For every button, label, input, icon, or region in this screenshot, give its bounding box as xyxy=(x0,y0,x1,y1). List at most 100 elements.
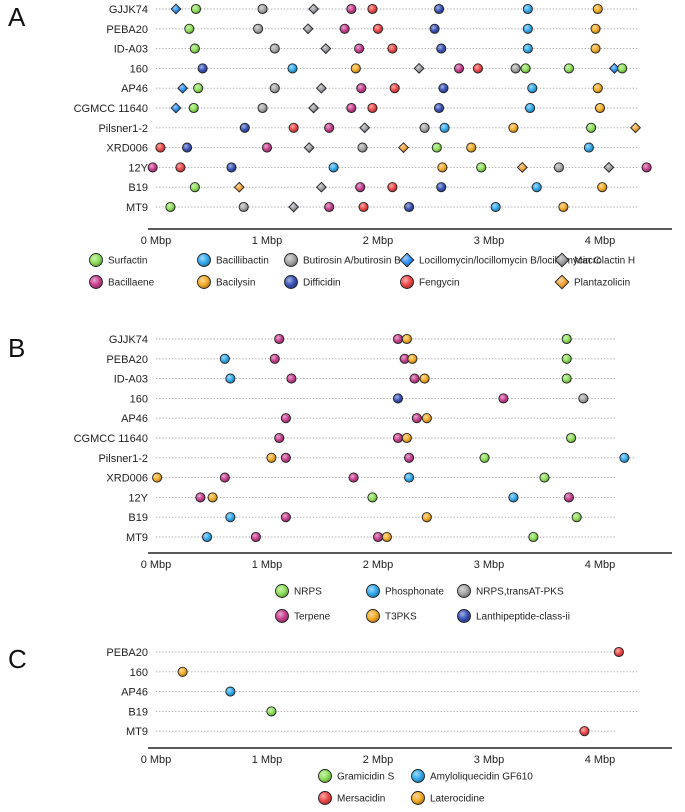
legend-label: Terpene xyxy=(294,612,331,623)
panel-letter-c: C xyxy=(8,644,27,674)
cluster-marker-bacilysin xyxy=(597,182,608,193)
panel-letter-a: A xyxy=(8,2,26,32)
cluster-marker-terpene xyxy=(409,373,420,384)
cluster-marker-surfactin xyxy=(184,23,195,34)
strain-label: 160 xyxy=(130,393,148,405)
cluster-marker-terpene xyxy=(219,472,230,483)
cluster-marker-bacillaene xyxy=(356,83,367,94)
cluster-marker-lanthipeptide-class-ii xyxy=(392,393,404,404)
x-tick-label: 0 Mbp xyxy=(141,754,172,766)
cluster-marker-macrolactin-h xyxy=(303,142,315,154)
legend-marker-fengycin xyxy=(400,275,414,289)
legend-label: Locillomycin/locillomycin B/locillomycin… xyxy=(419,256,601,267)
strain-label: AP46 xyxy=(121,687,148,699)
cluster-marker-t3pks xyxy=(152,472,163,483)
cluster-marker-plantazolicin xyxy=(233,181,245,193)
strain-label: PEBA20 xyxy=(106,24,148,36)
cluster-marker-difficidin xyxy=(436,43,447,54)
cluster-marker-bacilysin xyxy=(594,102,606,114)
cluster-marker-macrolactin-h xyxy=(308,3,320,15)
cluster-marker-difficidin xyxy=(239,122,250,133)
cluster-marker-bacillibactin xyxy=(522,23,533,34)
cluster-marker-bacillibactin xyxy=(439,122,450,133)
legend-label: Bacilysin xyxy=(216,278,255,289)
cluster-marker-butirosin-a-butirosin-b xyxy=(238,201,249,213)
strain-label: B19 xyxy=(128,182,148,194)
legend-marker-bacillaene xyxy=(89,275,103,289)
strain-label: Pilsner1-2 xyxy=(98,123,148,135)
legend-label: Macrolactin H xyxy=(574,256,635,267)
cluster-marker-macrolactin-h xyxy=(603,161,615,173)
legend-label: Phosphonate xyxy=(385,587,444,598)
x-tick-label: 4 Mbp xyxy=(585,559,616,571)
cluster-marker-bacillibactin xyxy=(522,43,533,54)
cluster-marker-butirosin-a-butirosin-b xyxy=(419,122,430,133)
x-tick-label: 1 Mbp xyxy=(252,235,283,247)
cluster-marker-macrolactin-h xyxy=(308,102,320,114)
strain-label: AP46 xyxy=(121,83,148,95)
cluster-marker-nrps xyxy=(571,512,582,523)
cluster-marker-butirosin-a-butirosin-b xyxy=(257,3,268,15)
legend-label: Difficidin xyxy=(303,278,341,289)
panel-c: C PEBA20 160 AP46 B19 MT9 0 Mbp 1 Mbp 2 Mbp 3 Mbp… xyxy=(8,644,672,805)
cluster-marker-bacillaene xyxy=(261,142,273,153)
cluster-marker-t3pks xyxy=(421,512,432,523)
cluster-marker-fengycin xyxy=(472,63,483,74)
cluster-marker-locillomycin-locillomycin-b-locillomycin-c xyxy=(170,3,182,15)
cluster-marker-t3pks xyxy=(419,373,430,384)
cluster-marker-nrps xyxy=(528,531,539,543)
cluster-marker-nrps xyxy=(566,432,577,444)
cluster-marker-difficidin xyxy=(436,182,447,193)
cluster-marker-bacillibactin xyxy=(328,162,339,173)
cluster-marker-macrolactin-h xyxy=(315,82,327,94)
x-tick-label: 3 Mbp xyxy=(474,235,505,247)
legend-marker-nrps-transat-pks xyxy=(457,584,471,598)
cluster-marker-difficidin xyxy=(438,83,449,94)
cluster-marker-t3pks xyxy=(401,333,412,345)
cluster-marker-bacillibactin xyxy=(583,142,594,153)
cluster-marker-amyloliquecidin-gf610 xyxy=(225,686,236,697)
cluster-marker-fengycin xyxy=(175,162,186,173)
cluster-marker-surfactin xyxy=(586,122,597,133)
cluster-marker-terpene xyxy=(274,333,285,345)
cluster-marker-phosphonate xyxy=(508,492,519,503)
cluster-marker-surfactin xyxy=(190,3,202,15)
cluster-marker-fengycin xyxy=(358,201,369,213)
cluster-marker-bacillibactin xyxy=(527,83,538,94)
legend-marker-butirosin-a-butirosin-b xyxy=(284,253,298,267)
cluster-marker-bacilysin xyxy=(466,142,477,153)
cluster-marker-phosphonate xyxy=(225,373,236,384)
cluster-marker-bacillaene xyxy=(453,63,465,74)
cluster-marker-terpene xyxy=(286,373,297,384)
cluster-marker-bacillaene xyxy=(339,23,350,34)
cluster-marker-phosphonate xyxy=(225,512,236,523)
cluster-marker-bacilysin xyxy=(350,63,361,74)
legend-marker-nrps xyxy=(275,584,289,598)
x-tick-label: 4 Mbp xyxy=(585,754,616,766)
cluster-marker-difficidin xyxy=(182,142,193,153)
strain-label: MT9 xyxy=(126,532,148,544)
cluster-marker-fengycin xyxy=(389,83,400,94)
cluster-marker-bacilysin xyxy=(590,23,601,34)
cluster-marker-bacillibactin xyxy=(490,201,501,213)
cluster-marker-t3pks xyxy=(381,531,392,543)
legend-marker-difficidin xyxy=(284,275,298,289)
legend-marker-terpene xyxy=(275,609,289,623)
legend-label: Bacillibactin xyxy=(216,256,269,267)
cluster-marker-phosphonate xyxy=(619,452,630,463)
cluster-marker-bacillaene xyxy=(355,182,366,193)
cluster-marker-bacillaene xyxy=(147,162,158,173)
strain-label: GJJK74 xyxy=(109,4,148,16)
cluster-marker-fengycin xyxy=(155,142,166,153)
cluster-marker-terpene xyxy=(563,492,574,503)
legend-marker-bacilysin xyxy=(197,275,211,289)
legend-marker-gramicidin-s xyxy=(318,769,332,783)
cluster-marker-butirosin-a-butirosin-b xyxy=(253,23,264,34)
cluster-marker-bacillibactin xyxy=(525,102,536,114)
legend-label: Gramicidin S xyxy=(337,772,395,783)
cluster-marker-phosphonate xyxy=(404,472,415,483)
x-tick-label: 4 Mbp xyxy=(585,235,616,247)
legend-label: Mersacidin xyxy=(337,794,385,805)
x-tick-label: 2 Mbp xyxy=(363,235,394,247)
cluster-marker-bacillibactin xyxy=(531,182,542,193)
